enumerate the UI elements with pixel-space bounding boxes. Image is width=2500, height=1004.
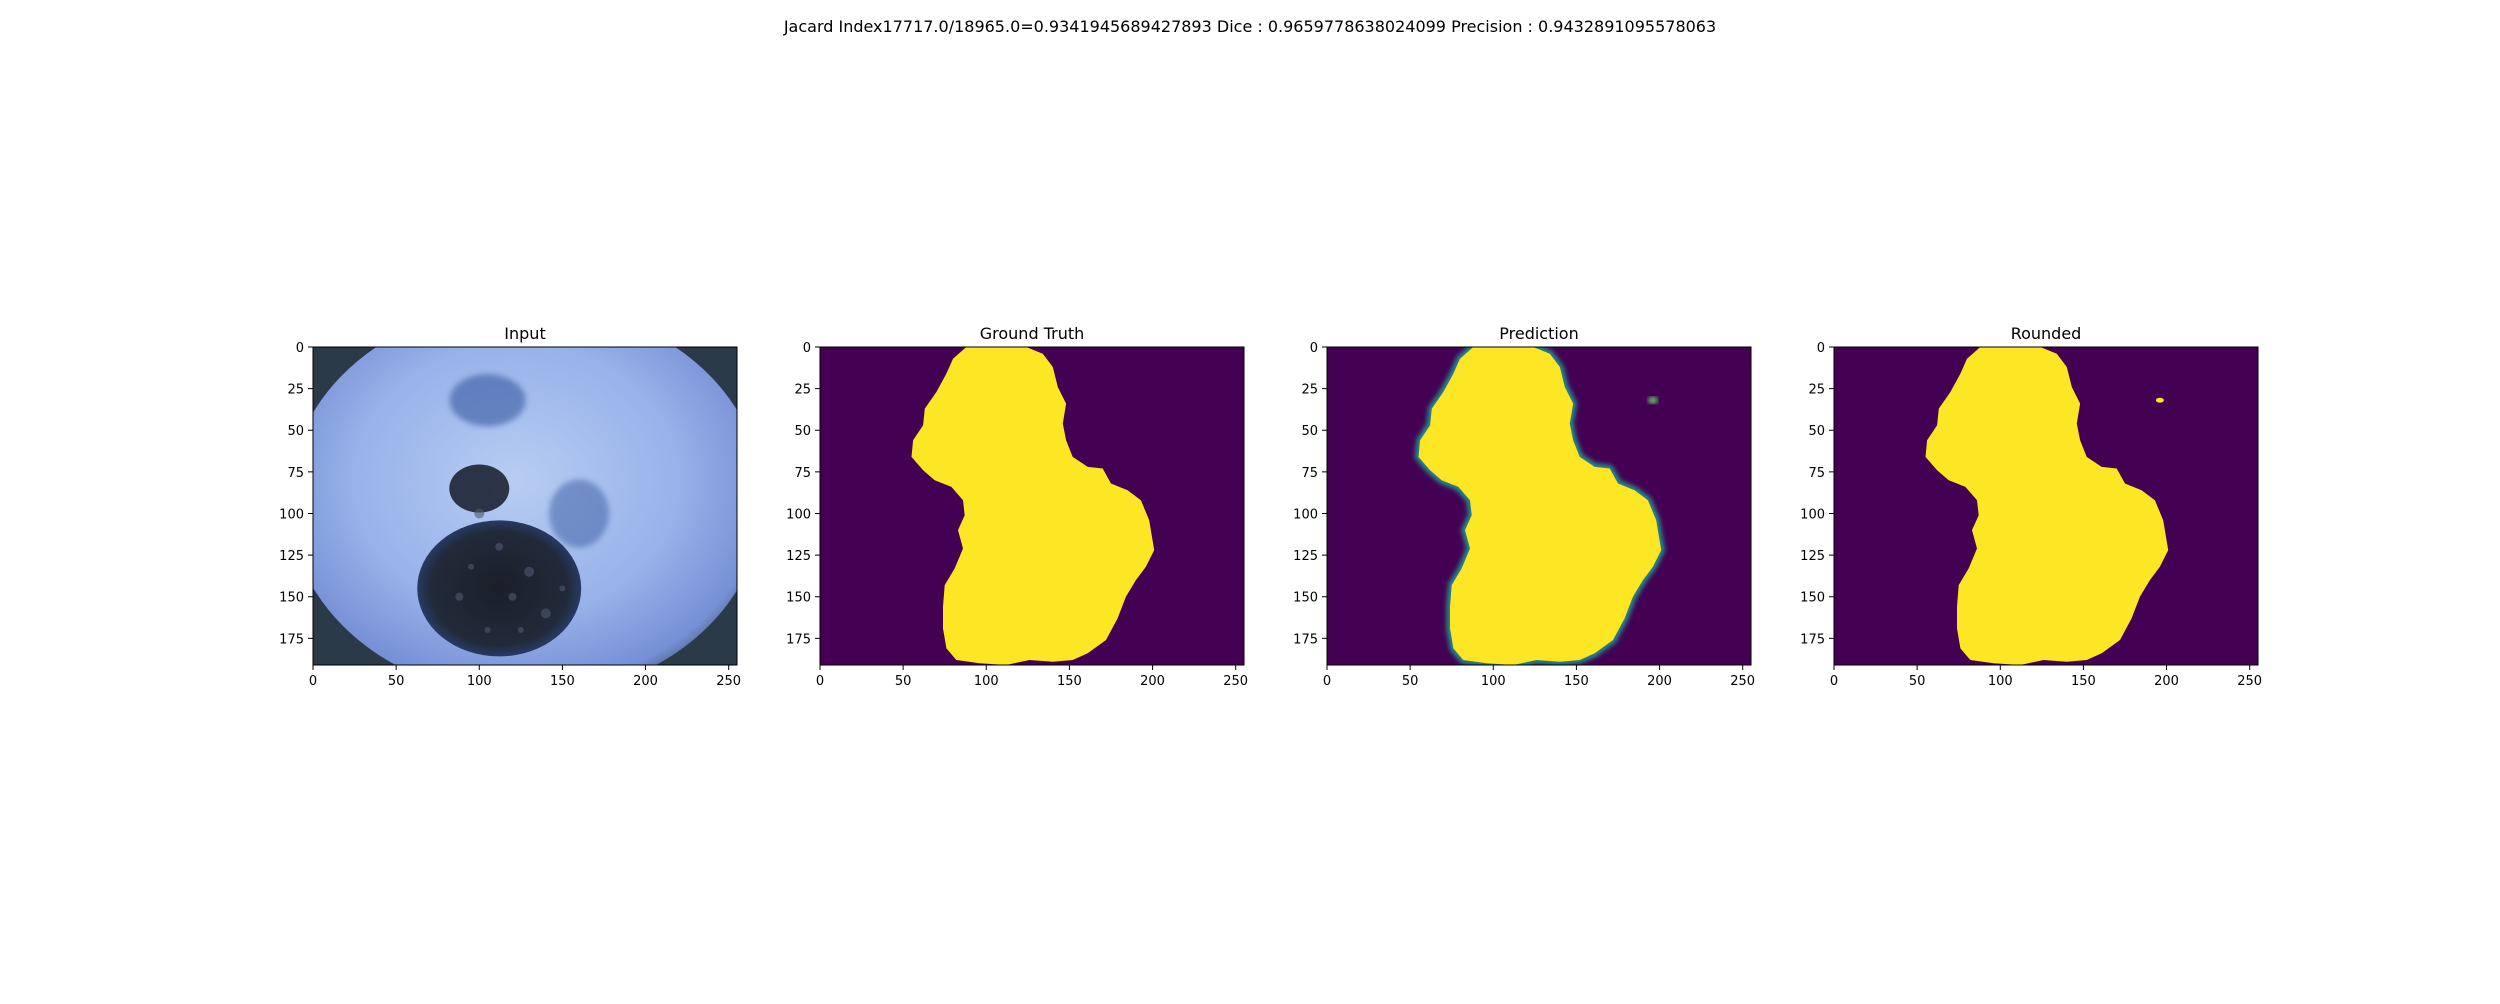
x-tick-label: 250: [716, 674, 741, 689]
y-tick-label: 100: [1800, 507, 1825, 522]
x-tick-label: 200: [1140, 674, 1165, 689]
y-tick-label: 25: [287, 383, 304, 398]
x-tick-label: 250: [2237, 674, 2262, 689]
x-tick-label: 250: [1730, 674, 1755, 689]
y-tick-label: 175: [279, 632, 304, 647]
panel-2: Prediction 0 50 100 150 200 250 0 25 50 75 100 125 15…: [1293, 324, 1755, 689]
y-tick-label: 125: [1800, 549, 1825, 564]
lesion-speckle: [495, 542, 504, 551]
panel-title: Rounded: [2011, 324, 2082, 343]
lesion-speckle: [559, 585, 566, 592]
y-tick-label: 0: [1817, 341, 1825, 356]
prob-speck: [1647, 396, 1658, 404]
lesion-speckle: [524, 566, 535, 577]
y-tick-label: 0: [296, 341, 304, 356]
panel-image: [1327, 347, 1751, 665]
y-tick-label: 75: [1808, 466, 1825, 481]
y-tick-label: 100: [279, 507, 304, 522]
y-tick-label: 25: [1808, 383, 1825, 398]
x-tick-label: 100: [467, 674, 492, 689]
lesion-main-body: [417, 520, 582, 657]
y-tick-label: 50: [794, 424, 811, 439]
axes-frame: [1326, 346, 1752, 666]
figure-suptitle: Jacard Index17717.0/18965.0=0.9341945689…: [783, 17, 1716, 36]
x-tick-label: 0: [309, 674, 317, 689]
x-tick-label: 100: [1481, 674, 1506, 689]
y-tick-label: 100: [786, 507, 811, 522]
panel-title: Prediction: [1499, 324, 1578, 343]
y-tick-label: 75: [794, 466, 811, 481]
lesion-speckle: [474, 508, 485, 519]
y-tick-label: 25: [794, 383, 811, 398]
axes-frame: [819, 346, 1245, 666]
x-tick-label: 50: [388, 674, 405, 689]
panel-0: Input 0 50 100 150 200 250 0 25 50 75 100 125 150 175: [279, 324, 741, 689]
y-tick-label: 0: [803, 341, 811, 356]
x-tick-label: 150: [1057, 674, 1082, 689]
y-tick-label: 125: [1293, 549, 1318, 564]
lesion-speckle: [455, 592, 464, 601]
y-tick-label: 175: [786, 632, 811, 647]
panel-title: Input: [504, 324, 545, 343]
x-tick-label: 250: [1223, 674, 1248, 689]
y-tick-label: 50: [287, 424, 304, 439]
x-tick-label: 150: [1564, 674, 1589, 689]
x-tick-label: 0: [816, 674, 824, 689]
y-tick-label: 125: [279, 549, 304, 564]
axes-frame: [1833, 346, 2259, 666]
x-tick-label: 50: [1909, 674, 1926, 689]
lesion-speckle: [484, 627, 491, 634]
y-tick-label: 25: [1301, 383, 1318, 398]
mask-speck: [2155, 397, 2164, 403]
panel-1: Ground Truth 0 50 100 150 200 250 0 25 50 75 100 125…: [786, 324, 1248, 689]
x-tick-label: 100: [974, 674, 999, 689]
lesion-speckle: [517, 627, 524, 634]
x-tick-label: 0: [1323, 674, 1331, 689]
y-tick-label: 50: [1808, 424, 1825, 439]
x-tick-label: 150: [2071, 674, 2096, 689]
y-tick-label: 175: [1800, 632, 1825, 647]
lesion-speckle: [508, 592, 517, 601]
y-tick-label: 150: [1293, 591, 1318, 606]
y-tick-label: 150: [279, 591, 304, 606]
y-tick-label: 100: [1293, 507, 1318, 522]
x-tick-label: 200: [1647, 674, 1672, 689]
lesion-speckle: [540, 608, 551, 619]
y-tick-label: 150: [786, 591, 811, 606]
y-tick-label: 50: [1301, 424, 1318, 439]
x-tick-label: 0: [1830, 674, 1838, 689]
panel-image: [313, 347, 737, 665]
pigment-right: [549, 479, 610, 548]
x-tick-label: 50: [895, 674, 912, 689]
mask-lesion: [1925, 347, 2169, 665]
y-tick-label: 150: [1800, 591, 1825, 606]
panel-3: Rounded 0 50 100 150 200 250 0 25 50 75 100 125 150 17…: [1800, 324, 2262, 689]
x-tick-label: 200: [633, 674, 658, 689]
x-tick-label: 200: [2154, 674, 2179, 689]
lesion-upper-lobe: [449, 464, 510, 513]
panel-image: [1834, 347, 2258, 665]
axes-frame: [312, 346, 738, 666]
y-tick-label: 175: [1293, 632, 1318, 647]
x-tick-label: 150: [550, 674, 575, 689]
panel-image: [820, 347, 1244, 665]
x-tick-label: 50: [1402, 674, 1419, 689]
pigment-upper: [449, 374, 526, 427]
prob-lesion: [1418, 347, 1662, 665]
y-tick-label: 75: [287, 466, 304, 481]
mask-lesion: [911, 347, 1155, 665]
y-tick-label: 125: [786, 549, 811, 564]
y-tick-label: 0: [1310, 341, 1318, 356]
y-tick-label: 75: [1301, 466, 1318, 481]
panel-title: Ground Truth: [980, 324, 1085, 343]
x-tick-label: 100: [1988, 674, 2013, 689]
lesion-speckle: [467, 563, 474, 570]
